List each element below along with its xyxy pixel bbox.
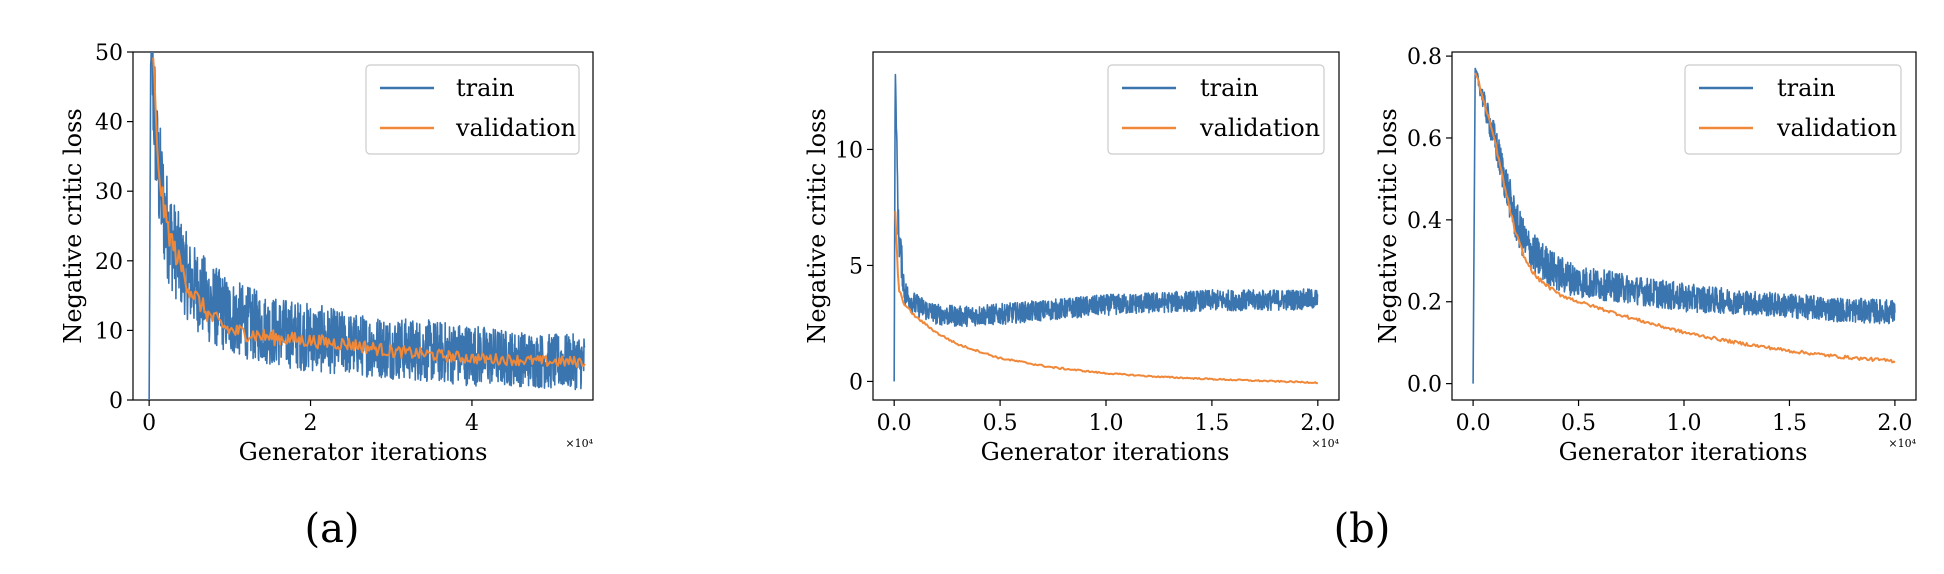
y-tick-label: 30	[95, 180, 123, 205]
x-tick-label: 0.0	[877, 411, 912, 436]
x-tick-label: 1.5	[1194, 411, 1229, 436]
x-tick-label: 2.0	[1877, 411, 1912, 436]
y-tick-label: 10	[95, 319, 123, 344]
x-tick-label: 2	[304, 411, 318, 436]
plot-frame	[132, 51, 594, 401]
x-tick-label: 0.0	[1456, 411, 1491, 436]
chart-panel-b-left: 0.0 0.5 1.0 1.5 2.0 0 5 10 Generator iterations…	[803, 51, 1340, 466]
x-tick-label: 1.5	[1772, 411, 1807, 436]
y-tick-label: 50	[95, 41, 123, 66]
series-line-validation	[894, 210, 1319, 385]
legend: train validation	[365, 64, 580, 155]
x-tick-label: 2.0	[1300, 411, 1335, 436]
series-line-validation	[152, 57, 586, 368]
x-axis-label: Generator iterations	[981, 438, 1230, 466]
y-tick-label: 0.4	[1407, 209, 1442, 234]
y-tick-label: 0	[109, 389, 123, 414]
legend: train validation	[1684, 64, 1902, 155]
y-tick-label: 5	[849, 254, 863, 279]
caption-a: (a)	[304, 506, 359, 552]
x-axis-label: Generator iterations	[239, 438, 488, 466]
x-axis-multiplier: ×10⁴	[1311, 437, 1339, 450]
series-line-validation	[1474, 72, 1896, 364]
x-axis-multiplier: ×10⁴	[1888, 437, 1916, 450]
x-tick-label: 4	[465, 411, 479, 436]
legend: train validation	[1107, 64, 1325, 155]
y-axis-label: Negative critic loss	[1374, 108, 1402, 343]
x-axis-multiplier: ×10⁴	[565, 437, 593, 450]
x-axis-label: Generator iterations	[1559, 438, 1808, 466]
chart-panel-b-right: 0.0 0.5 1.0 1.5 2.0 0.0 0.2 0.4 0.6 0.8 Generator…	[1374, 45, 1917, 466]
x-tick-label: 1.0	[1667, 411, 1702, 436]
legend-label-validation: validation	[1776, 114, 1897, 142]
caption-b: (b)	[1334, 506, 1391, 552]
y-axis-label: Negative critic loss	[803, 108, 831, 343]
y-tick-label: 0.8	[1407, 45, 1442, 70]
series-line-train	[893, 73, 1319, 382]
y-tick-label: 40	[95, 111, 123, 136]
y-tick-label: 20	[95, 250, 123, 275]
y-tick-label: 0.2	[1407, 291, 1442, 316]
x-tick-label: 0	[142, 411, 156, 436]
y-axis-label: Negative critic loss	[59, 108, 87, 343]
legend-label-train: train	[456, 74, 515, 102]
legend-label-validation: validation	[1199, 114, 1320, 142]
series-line-train	[148, 52, 586, 400]
legend-label-validation: validation	[455, 114, 576, 142]
y-tick-label: 10	[835, 138, 863, 163]
y-tick-label: 0.6	[1407, 127, 1442, 152]
x-tick-label: 0.5	[983, 411, 1018, 436]
legend-label-train: train	[1200, 74, 1259, 102]
x-tick-label: 0.5	[1561, 411, 1596, 436]
series-line-train	[1472, 67, 1896, 384]
legend-label-train: train	[1777, 74, 1836, 102]
x-tick-label: 1.0	[1089, 411, 1124, 436]
y-tick-label: 0.0	[1407, 373, 1442, 398]
y-tick-label: 0	[849, 370, 863, 395]
